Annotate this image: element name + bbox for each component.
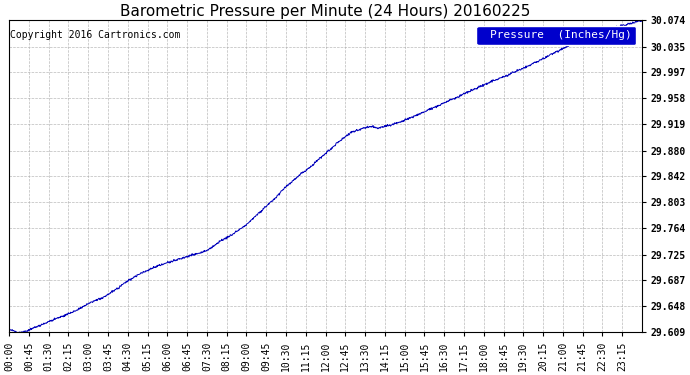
Title: Barometric Pressure per Minute (24 Hours) 20160225: Barometric Pressure per Minute (24 Hours… xyxy=(120,4,531,19)
Text: Copyright 2016 Cartronics.com: Copyright 2016 Cartronics.com xyxy=(10,30,180,40)
Legend: Pressure  (Inches/Hg): Pressure (Inches/Hg) xyxy=(477,26,636,45)
